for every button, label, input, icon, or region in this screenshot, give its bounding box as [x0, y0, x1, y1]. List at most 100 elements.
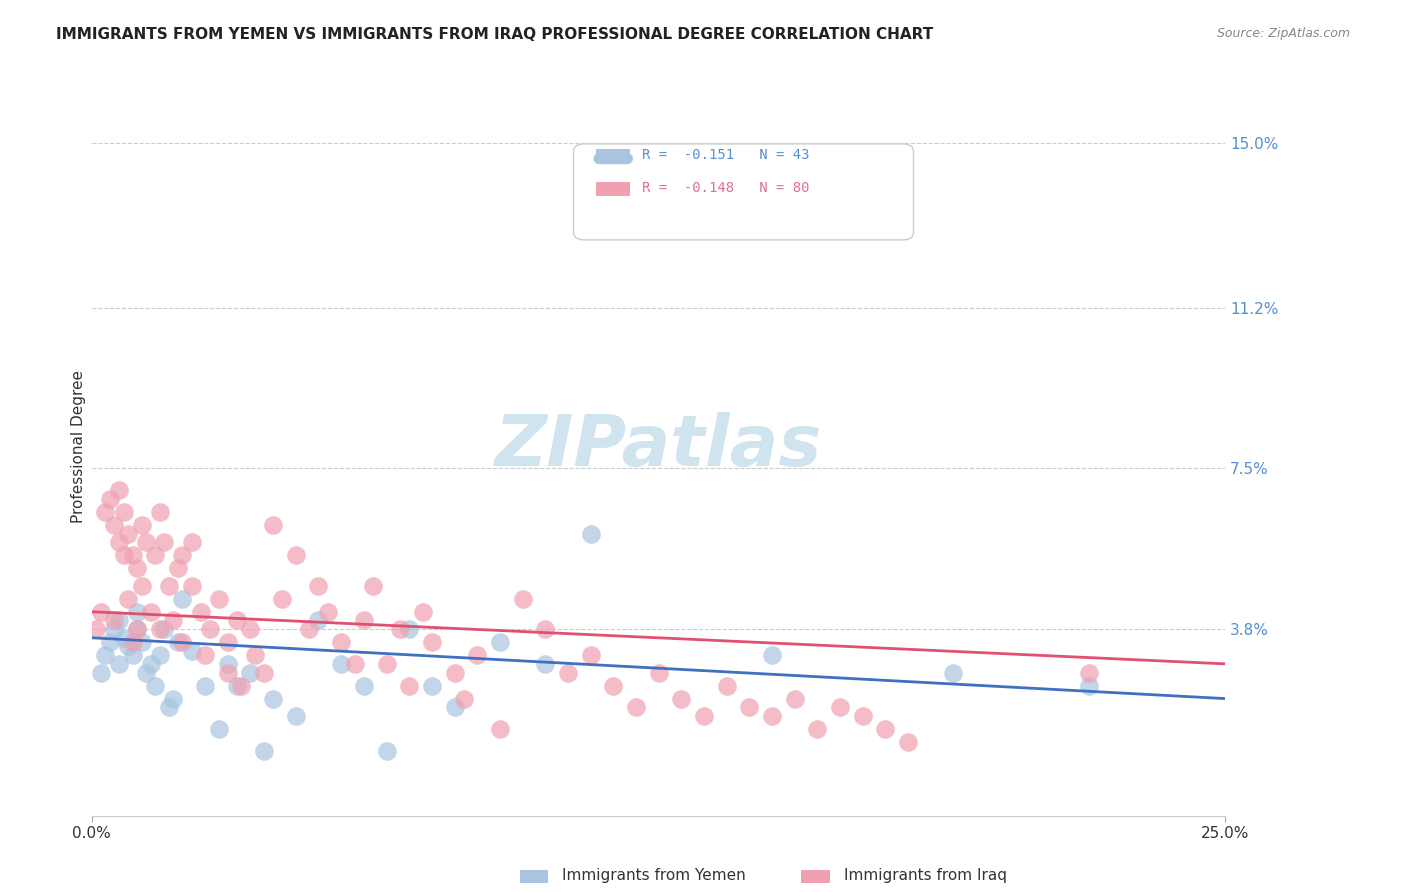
Point — [579, 648, 602, 663]
Point — [308, 579, 330, 593]
Point — [172, 635, 194, 649]
Point — [153, 622, 176, 636]
Point — [298, 622, 321, 636]
Point — [86, 622, 108, 636]
Point — [90, 605, 112, 619]
Point — [94, 648, 117, 663]
Text: R =  -0.148   N = 80: R = -0.148 N = 80 — [641, 181, 808, 195]
Point — [217, 657, 239, 671]
Point — [761, 709, 783, 723]
Point — [284, 548, 307, 562]
Point — [153, 535, 176, 549]
Point — [308, 614, 330, 628]
Point — [172, 591, 194, 606]
Point — [253, 665, 276, 680]
Text: Immigrants from Yemen: Immigrants from Yemen — [562, 869, 747, 883]
Point — [942, 665, 965, 680]
Point — [98, 635, 121, 649]
Point — [103, 614, 125, 628]
Point — [489, 722, 512, 736]
Point — [108, 483, 131, 497]
Point — [420, 635, 443, 649]
Point — [103, 517, 125, 532]
Point — [353, 679, 375, 693]
Point — [828, 700, 851, 714]
Point — [208, 722, 231, 736]
Point — [420, 679, 443, 693]
Point — [127, 605, 149, 619]
Text: Immigrants from Iraq: Immigrants from Iraq — [844, 869, 1007, 883]
Point — [98, 491, 121, 506]
Bar — [596, 182, 630, 195]
Point — [243, 648, 266, 663]
Point — [512, 591, 534, 606]
Text: R =  -0.151   N = 43: R = -0.151 N = 43 — [641, 148, 808, 162]
Point — [127, 622, 149, 636]
Point — [131, 579, 153, 593]
Point — [149, 505, 172, 519]
Point — [239, 665, 262, 680]
Point — [108, 614, 131, 628]
Point — [117, 640, 139, 654]
Point — [361, 579, 384, 593]
Point — [180, 644, 202, 658]
Point — [157, 700, 180, 714]
Point — [217, 635, 239, 649]
Point — [602, 679, 624, 693]
Point — [167, 635, 190, 649]
Point — [239, 622, 262, 636]
Point — [108, 535, 131, 549]
Point — [443, 665, 465, 680]
Point — [139, 605, 162, 619]
Point — [135, 665, 157, 680]
Point — [139, 657, 162, 671]
Point — [90, 665, 112, 680]
Point — [231, 679, 253, 693]
Point — [194, 648, 217, 663]
Text: Source: ZipAtlas.com: Source: ZipAtlas.com — [1216, 27, 1350, 40]
Point — [162, 614, 184, 628]
Point — [343, 657, 366, 671]
Point — [208, 591, 231, 606]
Point — [131, 635, 153, 649]
Point — [398, 679, 420, 693]
Point — [194, 679, 217, 693]
Point — [217, 665, 239, 680]
Point — [453, 691, 475, 706]
Point — [94, 505, 117, 519]
Point — [412, 605, 434, 619]
Point — [716, 679, 738, 693]
Point — [262, 517, 284, 532]
Point — [375, 744, 398, 758]
Point — [131, 517, 153, 532]
Point — [162, 691, 184, 706]
Point — [103, 622, 125, 636]
Point — [489, 635, 512, 649]
Point — [149, 622, 172, 636]
Bar — [596, 149, 630, 162]
Y-axis label: Professional Degree: Professional Degree — [72, 370, 86, 524]
Point — [112, 505, 135, 519]
Point — [1078, 665, 1101, 680]
Point — [117, 591, 139, 606]
Point — [534, 657, 557, 671]
Point — [534, 622, 557, 636]
Point — [253, 744, 276, 758]
Point — [897, 735, 920, 749]
Point — [271, 591, 294, 606]
Point — [806, 722, 828, 736]
Point — [127, 561, 149, 575]
Point — [851, 709, 873, 723]
Point — [738, 700, 761, 714]
Point — [112, 548, 135, 562]
Point — [761, 648, 783, 663]
Point — [262, 691, 284, 706]
Text: IMMIGRANTS FROM YEMEN VS IMMIGRANTS FROM IRAQ PROFESSIONAL DEGREE CORRELATION CH: IMMIGRANTS FROM YEMEN VS IMMIGRANTS FROM… — [56, 27, 934, 42]
Point — [330, 657, 353, 671]
Point — [875, 722, 897, 736]
Point — [284, 709, 307, 723]
Point — [579, 526, 602, 541]
Point — [180, 535, 202, 549]
Point — [671, 691, 693, 706]
Point — [127, 622, 149, 636]
